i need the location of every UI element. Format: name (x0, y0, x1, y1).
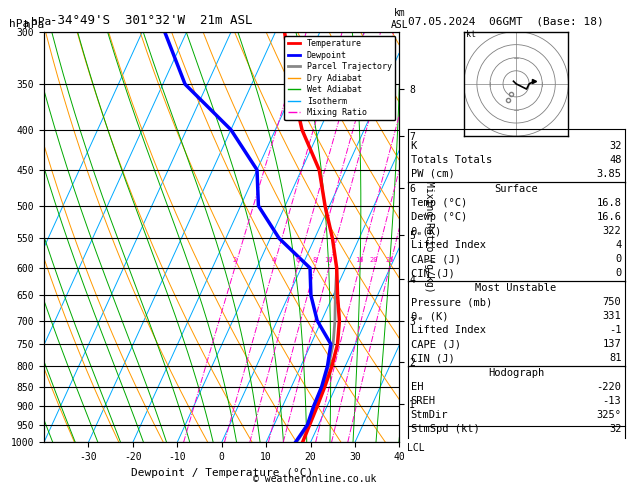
Text: Totals Totals: Totals Totals (411, 155, 492, 165)
Text: Pressure (mb): Pressure (mb) (411, 297, 492, 307)
Text: kt: kt (467, 30, 476, 39)
Text: 322: 322 (603, 226, 621, 236)
Text: Surface: Surface (494, 184, 538, 194)
Text: -1: -1 (609, 325, 621, 335)
Text: CAPE (J): CAPE (J) (411, 339, 460, 349)
Text: 48: 48 (609, 155, 621, 165)
Text: 6: 6 (295, 257, 299, 263)
Text: θₑ (K): θₑ (K) (411, 311, 448, 321)
Text: StmDir: StmDir (411, 410, 448, 420)
Text: 325°: 325° (596, 410, 621, 420)
Text: hPa: hPa (31, 17, 52, 27)
Text: © weatheronline.co.uk: © weatheronline.co.uk (253, 473, 376, 484)
Text: 32: 32 (609, 424, 621, 434)
Text: LCL: LCL (407, 443, 425, 453)
Text: CAPE (J): CAPE (J) (411, 254, 460, 264)
Legend: Temperature, Dewpoint, Parcel Trajectory, Dry Adiabat, Wet Adiabat, Isotherm, Mi: Temperature, Dewpoint, Parcel Trajectory… (284, 36, 395, 121)
Text: PW (cm): PW (cm) (411, 169, 455, 179)
Text: 4: 4 (615, 240, 621, 250)
Text: 25: 25 (385, 257, 394, 263)
Text: 2: 2 (233, 257, 237, 263)
Text: Lifted Index: Lifted Index (411, 240, 486, 250)
X-axis label: Dewpoint / Temperature (°C): Dewpoint / Temperature (°C) (131, 468, 313, 478)
Text: 16: 16 (355, 257, 364, 263)
Text: Most Unstable: Most Unstable (476, 283, 557, 293)
Text: 10: 10 (325, 257, 333, 263)
Y-axis label: Mixing Ratio (g/kg): Mixing Ratio (g/kg) (425, 181, 435, 293)
Text: 0: 0 (615, 268, 621, 278)
Text: hPa: hPa (9, 19, 30, 29)
Text: 4: 4 (271, 257, 276, 263)
Text: 16.8: 16.8 (596, 198, 621, 208)
Text: 07.05.2024  06GMT  (Base: 18): 07.05.2024 06GMT (Base: 18) (408, 17, 603, 27)
Text: 20: 20 (370, 257, 379, 263)
Text: Lifted Index: Lifted Index (411, 325, 486, 335)
Text: θₑ(K): θₑ(K) (411, 226, 442, 236)
Text: 8: 8 (313, 257, 317, 263)
Text: CIN (J): CIN (J) (411, 268, 455, 278)
Text: 3.85: 3.85 (596, 169, 621, 179)
Text: 81: 81 (609, 353, 621, 363)
Text: K: K (411, 141, 417, 151)
Text: 32: 32 (609, 141, 621, 151)
Text: 750: 750 (603, 297, 621, 307)
Text: StmSpd (kt): StmSpd (kt) (411, 424, 479, 434)
Text: hPa: hPa (24, 19, 44, 30)
Text: km
ASL: km ASL (391, 8, 408, 30)
Text: SREH: SREH (411, 396, 436, 406)
Text: 16.6: 16.6 (596, 212, 621, 222)
Text: Dewp (°C): Dewp (°C) (411, 212, 467, 222)
Text: -220: -220 (596, 382, 621, 392)
Text: CIN (J): CIN (J) (411, 353, 455, 363)
Text: 0: 0 (615, 254, 621, 264)
Text: 137: 137 (603, 339, 621, 349)
Text: -13: -13 (603, 396, 621, 406)
Text: EH: EH (411, 382, 423, 392)
Text: -34°49'S  301°32'W  21m ASL: -34°49'S 301°32'W 21m ASL (50, 14, 253, 27)
Text: Temp (°C): Temp (°C) (411, 198, 467, 208)
Text: 331: 331 (603, 311, 621, 321)
Text: Hodograph: Hodograph (488, 368, 544, 378)
